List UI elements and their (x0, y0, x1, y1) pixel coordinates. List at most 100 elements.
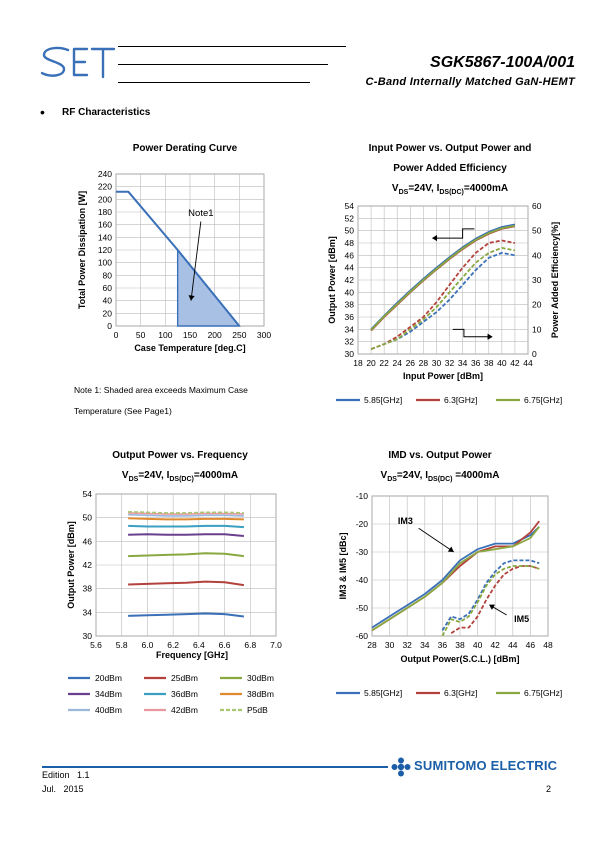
y-tick-label: -10 (356, 491, 369, 501)
x-tick-label: 6.0 (142, 640, 154, 650)
legend-label: 6.75[GHz] (524, 688, 562, 698)
imd-conditions: VDS=24V, IDS(DC) =4000mA (380, 470, 500, 483)
im3-label: IM3 (398, 516, 413, 526)
pae-axis-arrow (452, 328, 492, 338)
derating-chart: 0 50 100 150 200 250 300 0 20 40 60 80 100 120 140 160 1… (77, 169, 271, 353)
y-axis-label: IM3 & IM5 [dBc] (338, 532, 348, 599)
freq-line (128, 552, 245, 558)
pae-line (370, 247, 516, 350)
y2-tick-label: 60 (532, 201, 542, 211)
y-tick-label: 50 (345, 226, 355, 236)
x-tick-label: 48 (543, 640, 553, 650)
page-number: 2 (546, 784, 552, 794)
y-tick-label: 54 (345, 201, 355, 211)
brand-line (42, 766, 388, 768)
part-number: SGK5867-100A/001 (430, 54, 575, 71)
brand-name: SUMITOMO ELECTRIC (414, 758, 558, 773)
imd-chart: 28 30 32 34 36 38 40 42 44 46 48 -60 -50 -40 -30 -20 -10… (338, 491, 553, 664)
y-tick-label: 54 (83, 489, 93, 499)
legend-label: 34dBm (95, 689, 122, 699)
y-tick-label: 220 (98, 182, 112, 192)
x-tick-label: 30 (432, 358, 442, 368)
note-line-1: Note 1: Shaded area exceeds Maximum Case (74, 385, 248, 395)
y-tick-label: 34 (83, 607, 93, 617)
legend-label: 38dBm (247, 689, 274, 699)
pae-line (370, 239, 516, 350)
pin-pout-chart: 18 20 22 24 26 28 30 32 34 36 38 40 42 44303234363840… (327, 201, 560, 381)
y2-tick-label: 40 (532, 250, 542, 260)
im5-arrow-head (489, 604, 496, 610)
freq-line (128, 517, 244, 521)
im5-line (450, 565, 540, 634)
x-tick-label: 34 (420, 640, 430, 650)
y-tick-label: 100 (98, 258, 112, 268)
note-line-2: Temperature (See Page1) (74, 406, 172, 416)
pout-axis-arrow (433, 228, 475, 239)
x-tick-label: 40 (473, 640, 483, 650)
freq-line (128, 513, 244, 517)
y-tick-label: 36 (345, 312, 355, 322)
x-tick-label: 44 (508, 640, 518, 650)
y-tick-label: 40 (345, 287, 355, 297)
y-tick-label: 80 (103, 270, 113, 280)
x-tick-label: 42 (490, 640, 500, 650)
date-text: Jul. 2015 (42, 784, 84, 794)
pout-line (370, 224, 516, 331)
freq-line (128, 533, 244, 537)
x-tick-label: 50 (136, 330, 146, 340)
x-tick-label: 100 (158, 330, 172, 340)
x-tick-label: 28 (367, 640, 377, 650)
legend-label: 6.75[GHz] (524, 395, 562, 405)
x-tick-label: 200 (208, 330, 222, 340)
y-tick-label: 140 (98, 232, 112, 242)
legend-label: 25dBm (171, 673, 198, 683)
x-tick-label: 38 (455, 640, 465, 650)
x-axis-label: Case Temperature [deg.C] (134, 343, 245, 353)
y-tick-label: 34 (345, 324, 355, 334)
legend-label: 20dBm (95, 673, 122, 683)
x-tick-label: 26 (406, 358, 416, 368)
im3-arrow-head (447, 546, 454, 552)
legend-label: 5.85[GHz] (364, 395, 402, 405)
y-tick-label: 180 (98, 207, 112, 217)
y-tick-label: 0 (107, 321, 112, 331)
x-tick-label: 150 (183, 330, 197, 340)
y-tick-label: 50 (83, 513, 93, 523)
legend-label: 30dBm (247, 673, 274, 683)
x-tick-label: 6.2 (167, 640, 179, 650)
poutfreq-conditions: VDS=24V, IDS(DC)=4000mA (121, 470, 239, 483)
x-tick-label: 46 (526, 640, 536, 650)
y-tick-label: 42 (83, 560, 93, 570)
legend-label: 42dBm (171, 705, 198, 715)
x-tick-label: 0 (114, 330, 119, 340)
pout-freq-chart: 5.6 5.8 6.0 6.2 6.4 6.6 6.8 7.0 30 34 38 42 46 50 54 Fr… (66, 489, 282, 660)
x-tick-label: 44 (523, 358, 533, 368)
x-tick-label: 5.8 (116, 640, 128, 650)
edition-text: Edition 1.1 (42, 770, 90, 780)
x-tick-label: 7.0 (270, 640, 282, 650)
company-logo (40, 44, 116, 84)
note1-arrow-line (190, 221, 202, 301)
poutfreq-title: Output Power vs. Frequency (112, 450, 248, 461)
y2-axis-label: Power Added Efficiency[%] (550, 222, 560, 338)
legend-imd: 5.85[GHz] 6.3[GHz] 6.75[GHz] (336, 688, 562, 698)
y-tick-label: 46 (83, 536, 93, 546)
y-tick-label: 160 (98, 220, 112, 230)
derating-line (116, 190, 241, 327)
note1-arrow-head (188, 295, 195, 301)
x-tick-label: 6.8 (244, 640, 256, 650)
y-axis-label: Total Power Dissipation [W] (77, 191, 87, 309)
x-tick-label: 250 (232, 330, 246, 340)
legend-label: 40dBm (95, 705, 122, 715)
y-tick-label: 240 (98, 169, 112, 179)
x-tick-label: 42 (510, 358, 520, 368)
x-tick-label: 20 (366, 358, 376, 368)
y-tick-label: 40 (103, 296, 113, 306)
y-axis-label: Output Power [dBm] (327, 236, 337, 324)
y-tick-label: 200 (98, 194, 112, 204)
freq-line (128, 612, 245, 618)
x-tick-label: 32 (402, 640, 412, 650)
y-tick-label: 20 (103, 308, 113, 318)
x-tick-label: 300 (257, 330, 271, 340)
legend-label: 6.3[GHz] (444, 688, 478, 698)
